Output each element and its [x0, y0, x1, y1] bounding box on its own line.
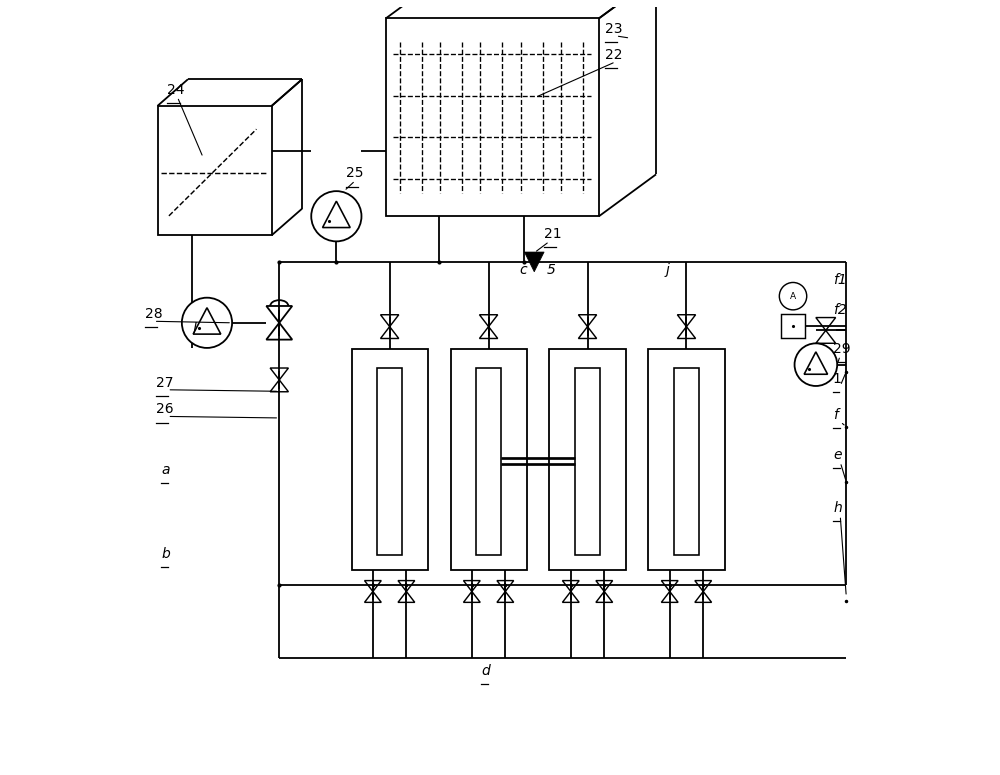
Bar [674, 368, 699, 555]
Text: 5: 5 [547, 264, 556, 277]
Text: b: b [161, 547, 170, 561]
Text: f: f [833, 408, 838, 422]
Text: 26: 26 [156, 402, 174, 416]
Bar [575, 368, 600, 555]
Text: 28: 28 [145, 307, 162, 322]
Text: l: l [193, 322, 196, 336]
Bar [352, 350, 428, 570]
Circle shape [311, 191, 361, 241]
Text: f1: f1 [833, 273, 847, 287]
Text: c: c [519, 264, 527, 277]
Text: e: e [833, 448, 842, 462]
Bar [451, 350, 527, 570]
Text: 24: 24 [167, 83, 185, 97]
Text: 29: 29 [833, 342, 850, 356]
Bar [648, 350, 725, 570]
Text: 23: 23 [605, 22, 623, 36]
Text: 1: 1 [833, 372, 841, 386]
Text: a: a [161, 463, 170, 477]
Text: d: d [481, 664, 490, 678]
Text: j: j [666, 264, 670, 277]
Bar [781, 314, 805, 338]
Text: A: A [790, 291, 796, 301]
Bar [476, 368, 501, 555]
Bar [549, 350, 626, 570]
Polygon shape [524, 252, 544, 272]
Bar [377, 368, 402, 555]
Text: 22: 22 [605, 48, 623, 62]
Text: f2: f2 [833, 304, 847, 318]
Text: 27: 27 [156, 376, 173, 390]
Bar [386, 19, 599, 216]
Text: 21: 21 [544, 227, 562, 241]
Text: h: h [833, 501, 842, 515]
Circle shape [182, 298, 232, 348]
Circle shape [779, 282, 807, 310]
Bar [158, 106, 272, 236]
Text: 25: 25 [346, 167, 364, 181]
Circle shape [795, 343, 837, 386]
